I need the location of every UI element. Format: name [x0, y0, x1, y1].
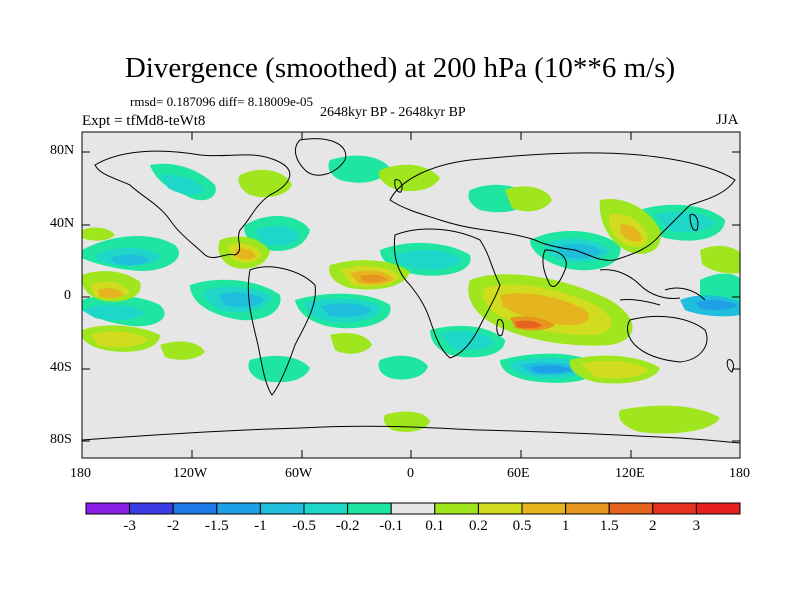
- map-title: Divergence (smoothed) at 200 hPa (10**6 …: [124, 52, 676, 84]
- colorbar-label: -0.5: [292, 518, 316, 534]
- stats-label: rmsd= 0.187096 diff= 8.18009e-05: [130, 94, 314, 109]
- lon-tick-label: 120E: [615, 466, 645, 481]
- colorbar-label: -0.1: [379, 518, 404, 534]
- divergence-field: [82, 155, 740, 434]
- colorbar-label: -3: [123, 518, 136, 534]
- coastlines: [82, 138, 740, 444]
- colorbar-swatch: [608, 502, 654, 515]
- colorbar-swatch: [259, 502, 305, 515]
- experiment-label: Expt = tfMd8-teWt8: [82, 113, 206, 129]
- lon-tick-label: 60W: [285, 466, 313, 481]
- period-label: 2648kyr BP - 2648kyr BP: [320, 105, 466, 120]
- colorbar-label: 1.5: [599, 518, 619, 534]
- colorbar-swatch: [85, 502, 131, 515]
- season-label: JJA: [716, 112, 739, 128]
- colorbar-label: 0.1: [425, 518, 445, 534]
- colorbar-label: 1: [561, 518, 570, 534]
- lon-tick-label: 180: [729, 466, 750, 481]
- colorbar-swatch: [695, 502, 741, 515]
- colorbar-label: -2: [166, 518, 180, 534]
- lon-tick-label: 0: [407, 466, 414, 481]
- colorbar-swatch: [565, 502, 610, 515]
- lat-tick-label: 0: [64, 288, 71, 303]
- lat-tick-label: 40S: [50, 360, 72, 375]
- colorbar-label: 2: [649, 518, 657, 534]
- lon-tick-marks: [191, 132, 632, 458]
- lon-tick-label: 180: [70, 466, 91, 481]
- colorbar: [85, 502, 741, 515]
- colorbar-swatch: [390, 502, 436, 515]
- colorbar-swatch: [434, 502, 479, 515]
- colorbar-swatch: [216, 502, 261, 515]
- lon-tick-label: 120W: [173, 466, 208, 481]
- colorbar-label: 0.5: [512, 518, 532, 534]
- colorbar-label: 3: [692, 518, 701, 534]
- colorbar-label: -1.5: [204, 518, 229, 534]
- lat-tick-marks: [82, 151, 740, 442]
- colorbar-swatch: [652, 502, 697, 515]
- lat-tick-label: 80N: [50, 143, 75, 158]
- colorbar-label: -0.2: [335, 518, 360, 534]
- colorbar-swatch: [172, 502, 218, 515]
- colorbar-swatch: [129, 502, 174, 515]
- colorbar-swatch: [303, 502, 349, 515]
- colorbar-swatch: [477, 502, 523, 515]
- colorbar-swatch: [347, 502, 392, 515]
- colorbar-swatch: [521, 502, 567, 515]
- lon-tick-label: 60E: [507, 466, 530, 481]
- colorbar-label: -1: [254, 518, 267, 534]
- colorbar-label: 0.2: [469, 518, 488, 534]
- lat-tick-label: 40N: [50, 216, 75, 231]
- lat-tick-label: 80S: [50, 432, 72, 447]
